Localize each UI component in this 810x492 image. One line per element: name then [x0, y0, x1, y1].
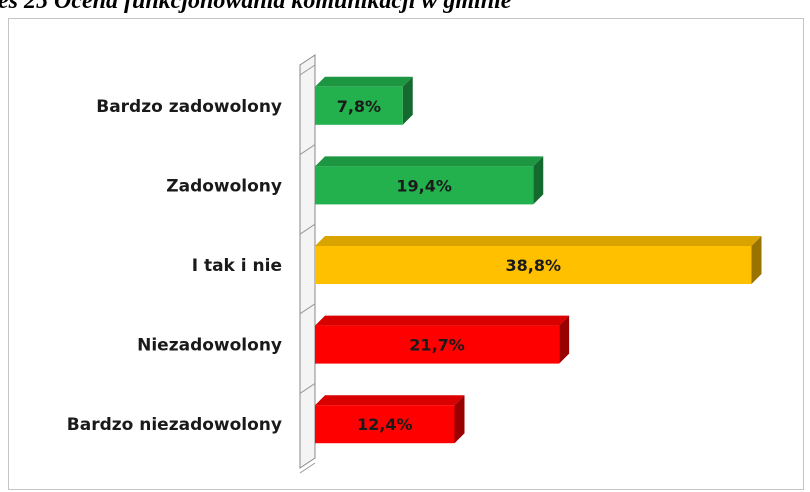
bar-top: [315, 395, 465, 406]
bar: [315, 405, 455, 444]
chart-title: es 25 Ocena funkcjonowania komunikacji w…: [0, 0, 512, 14]
bar-side: [454, 395, 465, 444]
value-label: 21,7%: [409, 336, 465, 355]
chart-frame: [8, 18, 804, 490]
bar: [315, 325, 560, 364]
category-label: I tak i nie: [192, 256, 282, 276]
bar-top: [315, 76, 413, 87]
value-label: 7,8%: [337, 97, 381, 116]
wall-line: [299, 144, 316, 156]
bar-side: [751, 236, 762, 284]
value-label: 38,8%: [505, 256, 561, 275]
category-label: Bardzo zadowolony: [96, 97, 282, 117]
bar-top: [315, 236, 762, 246]
wall-line: [299, 382, 316, 394]
value-label: 19,4%: [396, 176, 452, 195]
category-label: Zadowolony: [166, 176, 282, 196]
wall-line: [299, 223, 316, 235]
bar: [315, 166, 534, 205]
wall-line: [299, 64, 316, 76]
bar-top: [315, 315, 570, 326]
bar-side: [533, 156, 544, 205]
category-label: Bardzo niezadowolony: [67, 415, 282, 435]
axis-wall: [299, 54, 316, 469]
bar: [315, 246, 752, 284]
bar-side: [559, 315, 570, 364]
value-label: 12,4%: [357, 415, 413, 434]
bar-side: [402, 76, 413, 125]
category-label: Niezadowolony: [137, 336, 282, 356]
wall-line: [299, 462, 316, 474]
bar: [315, 86, 403, 125]
bar-top: [315, 156, 544, 167]
wall-line: [299, 303, 316, 315]
